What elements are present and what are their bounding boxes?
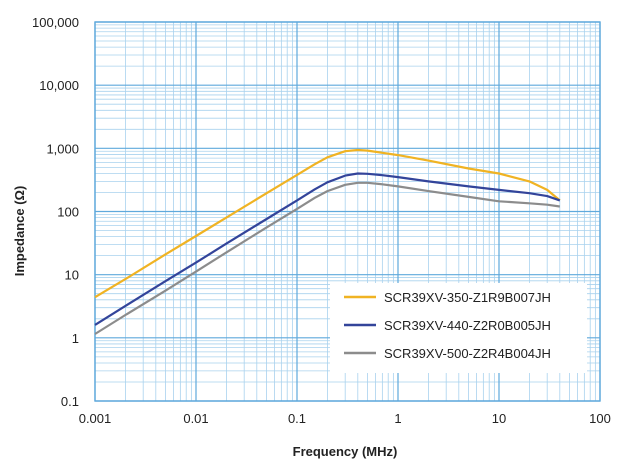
legend-label: SCR39XV-500-Z2R4B004JH (384, 346, 551, 361)
y-tick-label: 10,000 (39, 78, 79, 93)
y-tick-label: 100 (57, 205, 79, 220)
x-tick-label: 0.1 (288, 411, 306, 426)
y-tick-label: 0.1 (61, 394, 79, 409)
legend-label: SCR39XV-350-Z1R9B007JH (384, 290, 551, 305)
x-tick-label: 1 (394, 411, 401, 426)
x-tick-label: 100 (589, 411, 611, 426)
x-tick-label: 0.01 (183, 411, 208, 426)
y-tick-label: 1,000 (46, 141, 79, 156)
plot-frame (94, 21, 601, 402)
y-tick-label: 100,000 (32, 15, 79, 30)
series-line (94, 148, 561, 299)
x-axis-title: Frequency (MHz) (293, 444, 398, 459)
legend-label: SCR39XV-440-Z2R0B005JH (384, 318, 551, 333)
x-tick-label: 0.001 (79, 411, 112, 426)
x-tick-label: 10 (492, 411, 506, 426)
series-line (94, 172, 561, 326)
series-line (94, 181, 560, 335)
y-tick-label: 10 (65, 268, 79, 283)
y-tick-label: 1 (72, 331, 79, 346)
y-axis-title: Impedance (Ω) (12, 186, 27, 277)
